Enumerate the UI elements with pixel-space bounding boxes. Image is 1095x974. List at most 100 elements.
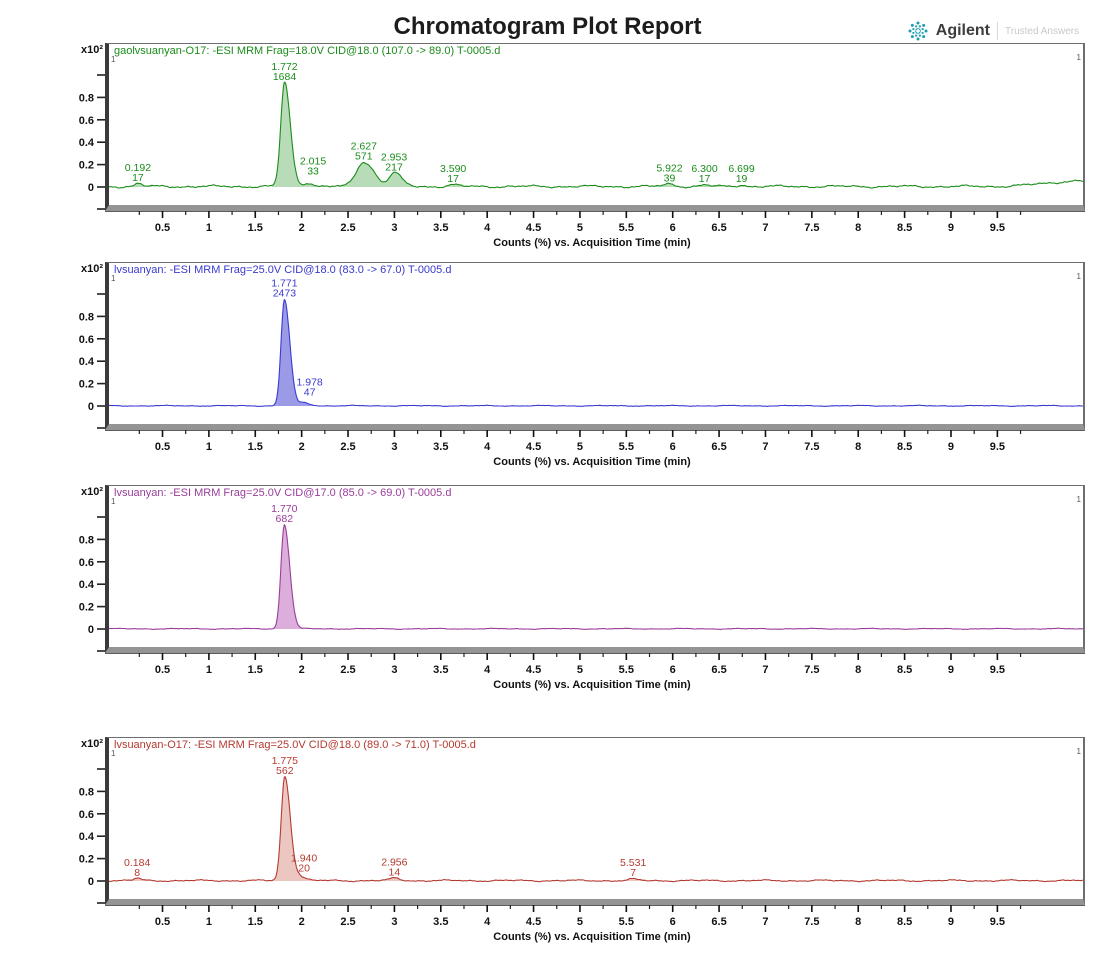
trace-title: lvsuanyan: -ESI MRM Frag=25.0V CID@18.0 … xyxy=(114,264,452,276)
brand-name: Agilent xyxy=(935,22,990,39)
svg-text:5.5: 5.5 xyxy=(619,222,634,234)
brand-block: Agilent Trusted Answers xyxy=(907,20,1085,42)
svg-text:9.5: 9.5 xyxy=(990,664,1005,676)
svg-text:3.5: 3.5 xyxy=(433,441,448,453)
svg-text:3: 3 xyxy=(391,916,397,928)
x-axis-ticks: 0.5 1 1.5 2 2.5 3 3.5 4 4.5 5 5.5 6 6.5 7 7.5 8 8.5 9 9.5 xyxy=(138,430,1022,453)
svg-text:0.8: 0.8 xyxy=(79,534,94,546)
svg-text:0.2: 0.2 xyxy=(79,602,94,614)
x-axis-label: Counts (%) vs. Acquisition Time (min) xyxy=(493,237,691,249)
segment-marker-left: 1 xyxy=(111,274,116,283)
agilent-spark-icon xyxy=(908,21,928,41)
y-scale-label: x10² xyxy=(80,263,103,275)
svg-text:5.5: 5.5 xyxy=(619,441,634,453)
plot-area[interactable]: 0.192 17 1.772 1684 2.015 33 2.627 571 2.953 217 3… xyxy=(105,43,1085,211)
chromatogram-trace: 1.771 2473 1.978 47 xyxy=(109,278,1083,407)
segment-marker-right: 1 xyxy=(1076,272,1081,281)
svg-text:9.5: 9.5 xyxy=(990,441,1005,453)
svg-text:1.5: 1.5 xyxy=(248,441,263,453)
svg-text:7.5: 7.5 xyxy=(804,222,819,234)
svg-text:7: 7 xyxy=(762,916,768,928)
svg-text:6: 6 xyxy=(670,222,676,234)
svg-text:9: 9 xyxy=(948,222,954,234)
plot-area[interactable]: 1.771 2473 1.978 47 lvsuanyan: -ESI MRM Fra… xyxy=(105,262,1085,430)
svg-text:9: 9 xyxy=(948,664,954,676)
svg-text:3: 3 xyxy=(391,664,397,676)
svg-text:2.5: 2.5 xyxy=(340,441,355,453)
svg-text:2: 2 xyxy=(299,222,305,234)
svg-text:0.4: 0.4 xyxy=(79,137,95,149)
svg-text:7.5: 7.5 xyxy=(804,664,819,676)
svg-text:0.5: 0.5 xyxy=(155,916,170,928)
y-axis-ticks: 0.8 0.6 0.4 0.2 0 xyxy=(79,516,105,652)
svg-text:0.2: 0.2 xyxy=(79,160,94,172)
svg-text:2.5: 2.5 xyxy=(340,664,355,676)
svg-text:0.8: 0.8 xyxy=(79,311,94,323)
svg-text:0.2: 0.2 xyxy=(79,379,94,391)
svg-text:0.6: 0.6 xyxy=(79,334,94,346)
plot-area[interactable]: 1.770 682 lvsuanyan: -ESI MRM Frag=25.0V … xyxy=(105,485,1085,653)
svg-text:8.5: 8.5 xyxy=(897,222,912,234)
svg-text:1.5: 1.5 xyxy=(248,664,263,676)
svg-text:0.5: 0.5 xyxy=(155,664,170,676)
svg-text:2.5: 2.5 xyxy=(340,916,355,928)
svg-text:0.5: 0.5 xyxy=(155,441,170,453)
svg-text:5: 5 xyxy=(577,222,583,234)
svg-text:4: 4 xyxy=(484,664,491,676)
svg-text:2: 2 xyxy=(299,441,305,453)
svg-text:1: 1 xyxy=(206,222,212,234)
segment-marker-right: 1 xyxy=(1076,495,1081,504)
x-axis-label: Counts (%) vs. Acquisition Time (min) xyxy=(493,679,691,691)
chromatogram-panel-2: x10² 0.8 0.6 0.4 0.2 0 1.771 2473 1.978 47 lvsu… xyxy=(0,262,1095,492)
svg-text:8: 8 xyxy=(855,222,861,234)
svg-text:0.5: 0.5 xyxy=(155,222,170,234)
svg-text:3.5: 3.5 xyxy=(433,916,448,928)
chromatogram-panel-4: x10² 0.8 0.6 0.4 0.2 0 0.184 8 1.775 562 1.940 20… xyxy=(0,737,1095,967)
brand-divider xyxy=(997,22,998,40)
chromatogram-panel-3: x10² 0.8 0.6 0.4 0.2 0 1.770 682 lvsuanyan: -… xyxy=(0,485,1095,715)
svg-text:7: 7 xyxy=(762,664,768,676)
chromatogram-panel-1: x10² 0.8 0.6 0.4 0.2 0 0.192 17 1.772 1684 2.015… xyxy=(0,43,1095,273)
svg-text:6.5: 6.5 xyxy=(711,664,726,676)
segment-marker-left: 1 xyxy=(111,497,116,506)
svg-text:5.5: 5.5 xyxy=(619,664,634,676)
svg-text:9.5: 9.5 xyxy=(990,916,1005,928)
svg-text:3.5: 3.5 xyxy=(433,664,448,676)
svg-text:8: 8 xyxy=(855,441,861,453)
plot-area[interactable]: 0.184 8 1.775 562 1.940 20 2.956 14 5.531 7 lvsua… xyxy=(105,737,1085,905)
y-scale-label: x10² xyxy=(80,738,103,750)
segment-marker-right: 1 xyxy=(1076,53,1081,62)
svg-text:5.5: 5.5 xyxy=(619,916,634,928)
svg-text:6: 6 xyxy=(670,441,676,453)
svg-text:5: 5 xyxy=(577,916,583,928)
svg-text:6.5: 6.5 xyxy=(711,222,726,234)
svg-text:0.4: 0.4 xyxy=(79,831,95,843)
svg-text:3.5: 3.5 xyxy=(433,222,448,234)
svg-text:7: 7 xyxy=(762,222,768,234)
y-axis-ticks: 0.8 0.6 0.4 0.2 0 xyxy=(79,768,105,904)
svg-text:2.5: 2.5 xyxy=(340,222,355,234)
x-axis-ticks: 0.5 1 1.5 2 2.5 3 3.5 4 4.5 5 5.5 6 6.5 7 7.5 8 8.5 9 9.5 xyxy=(138,653,1022,676)
svg-text:6: 6 xyxy=(670,664,676,676)
svg-text:5: 5 xyxy=(577,441,583,453)
svg-text:5: 5 xyxy=(577,664,583,676)
page-title: Chromatogram Plot Report xyxy=(393,13,702,40)
svg-text:4: 4 xyxy=(484,222,491,234)
svg-text:6: 6 xyxy=(670,916,676,928)
